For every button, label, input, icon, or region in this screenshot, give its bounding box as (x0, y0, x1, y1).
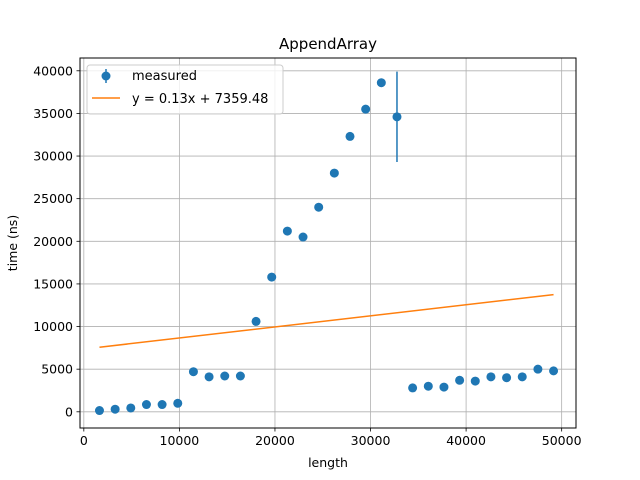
data-point (408, 383, 418, 393)
data-point (455, 375, 465, 385)
data-point (282, 226, 292, 236)
data-point (188, 367, 198, 377)
data-point (376, 78, 386, 88)
data-point (235, 371, 245, 381)
legend: measured y = 0.13x + 7359.48 (86, 64, 284, 115)
data-point (470, 376, 480, 386)
data-point (549, 366, 559, 376)
x-tick-label: 0 (80, 433, 88, 448)
data-point (533, 364, 543, 374)
data-point (502, 373, 512, 383)
data-point (267, 272, 277, 282)
data-point (439, 382, 449, 392)
plot-frame (79, 57, 577, 429)
x-tick-label: 40000 (446, 433, 486, 448)
y-tick-label: 35000 (33, 106, 73, 121)
data-point (173, 398, 183, 408)
data-point (220, 371, 230, 381)
data-point (345, 131, 355, 141)
fit-line (99, 293, 554, 348)
data-point (204, 372, 214, 382)
y-tick-label: 0 (65, 404, 73, 419)
x-tick-label: 10000 (160, 433, 200, 448)
data-point (157, 400, 167, 410)
data-point (517, 372, 527, 382)
grid (80, 58, 576, 428)
fit-line-layer (99, 293, 554, 348)
legend-label-measured: measured (132, 69, 197, 84)
data-point (110, 404, 120, 414)
chart-title: AppendArray (279, 35, 377, 53)
y-tick-label: 5000 (41, 362, 73, 377)
legend-box (86, 64, 284, 115)
y-tick-label: 25000 (33, 191, 73, 206)
data-point (392, 112, 402, 122)
y-axis-ticks: 0 5000 10000 15000 20000 25000 30000 35000 40000 (33, 63, 80, 419)
data-point (126, 403, 136, 413)
data-point (94, 406, 104, 416)
data-point (298, 232, 308, 242)
y-tick-label: 30000 (33, 149, 73, 164)
legend-label-fit: y = 0.13x + 7359.48 (132, 92, 268, 107)
data-points-layer (94, 78, 559, 416)
y-tick-label: 15000 (33, 276, 73, 291)
data-point (251, 316, 261, 326)
x-tick-label: 30000 (351, 433, 391, 448)
y-axis-label: time (ns) (5, 215, 20, 271)
x-tick-label: 20000 (255, 433, 295, 448)
legend-marker-icon (101, 71, 111, 81)
x-axis-ticks: 0 10000 20000 30000 40000 50000 (80, 428, 582, 448)
data-point (423, 381, 433, 391)
data-point (141, 400, 151, 410)
y-tick-label: 10000 (33, 319, 73, 334)
y-tick-label: 20000 (33, 234, 73, 249)
data-point (314, 202, 324, 212)
x-tick-label: 50000 (542, 433, 582, 448)
data-point (329, 168, 339, 178)
y-tick-label: 40000 (33, 63, 73, 78)
data-point (361, 104, 371, 114)
x-axis-label: length (308, 455, 348, 470)
data-point (486, 372, 496, 382)
